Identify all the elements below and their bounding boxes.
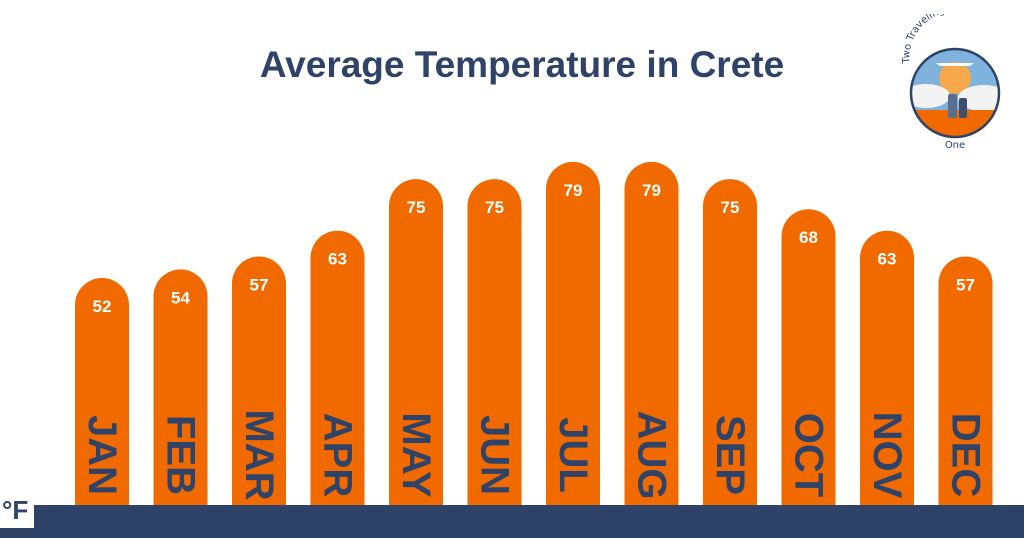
category-label: NOV	[865, 412, 909, 499]
value-label: 54	[171, 288, 190, 307]
bar-group-mar: 57 MAR	[232, 256, 286, 508]
bar	[310, 230, 365, 508]
travel-logo: Two Traveling After One	[901, 14, 1001, 151]
bottom-band	[0, 505, 1024, 538]
value-label: 79	[642, 181, 661, 200]
bar-group-aug: 79 AUG	[624, 161, 679, 508]
logo-scene-icon	[911, 49, 999, 137]
bar-group-apr: 63 APR	[310, 230, 365, 508]
bar	[860, 230, 914, 508]
category-label: JUL	[551, 417, 595, 493]
bar-group-jan: 52 JAN	[75, 278, 129, 508]
value-label: 63	[328, 250, 347, 269]
category-label: MAY	[394, 412, 438, 498]
bar	[75, 278, 129, 508]
chart-title: Average Temperature in Crete	[259, 44, 785, 85]
value-label: 57	[956, 276, 975, 295]
bar	[153, 269, 208, 508]
value-label: 63	[878, 250, 897, 269]
bar	[389, 179, 443, 508]
bar	[703, 179, 757, 508]
bar-group-jul: 79 JUL	[546, 161, 600, 508]
bar	[546, 161, 600, 508]
bar-group-feb: 54 FEB	[153, 269, 208, 508]
value-label: 57	[250, 276, 269, 295]
bar	[624, 161, 679, 508]
bar-group-dec: 57 DEC	[938, 256, 993, 508]
logo-text-bottom: One	[945, 140, 965, 151]
category-label: APR	[316, 413, 360, 498]
bar-group-oct: 68 OCT	[781, 209, 836, 508]
category-label: OCT	[787, 413, 831, 497]
value-label: 75	[485, 198, 504, 217]
value-label: 79	[564, 181, 583, 200]
value-label: 75	[721, 198, 740, 217]
value-label: 75	[407, 198, 426, 217]
bar	[467, 179, 522, 508]
bar-group-nov: 63 NOV	[860, 230, 914, 508]
category-label: SEP	[708, 415, 752, 495]
category-label: JAN	[80, 415, 124, 495]
bar-group-sep: 75 SEP	[703, 179, 757, 508]
unit-label: °F	[0, 492, 35, 528]
bar-group-may: 75 MAY	[389, 179, 443, 508]
bar	[232, 256, 286, 508]
value-label: 52	[93, 297, 112, 316]
category-label: MAR	[237, 409, 281, 500]
bar	[781, 209, 836, 508]
bar	[938, 256, 993, 508]
category-label: DEC	[944, 413, 988, 497]
bar-group-jun: 75 JUN	[467, 179, 522, 508]
category-label: AUG	[630, 411, 674, 500]
category-label: FEB	[159, 415, 203, 495]
value-label: 68	[799, 228, 818, 247]
category-label: JUN	[473, 415, 517, 495]
